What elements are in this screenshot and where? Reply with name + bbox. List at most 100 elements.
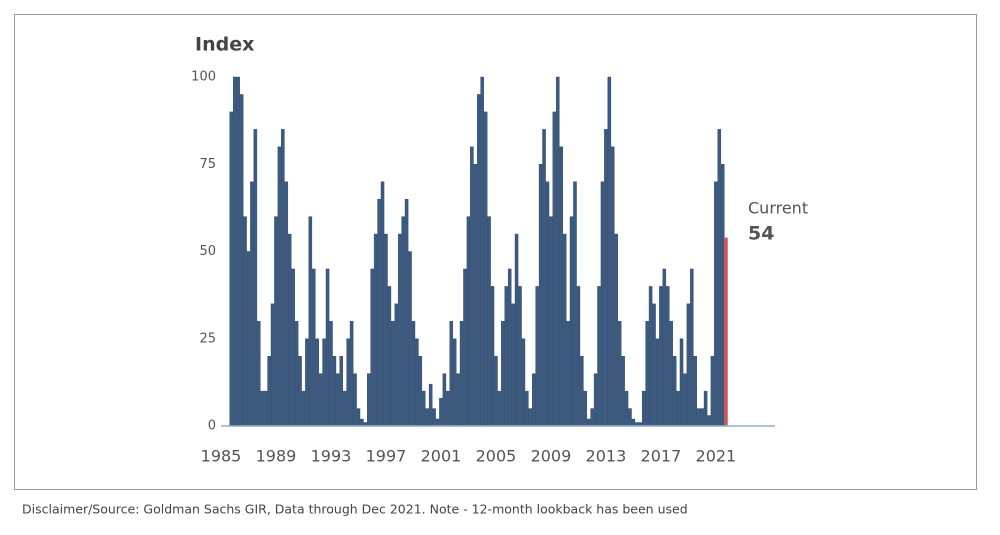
bar bbox=[277, 146, 282, 427]
bar bbox=[504, 286, 508, 427]
bar bbox=[518, 286, 522, 427]
bar bbox=[394, 303, 399, 427]
chart-frame bbox=[14, 14, 977, 490]
bar bbox=[659, 286, 663, 427]
bar bbox=[415, 338, 419, 427]
y-tick-label: 25 bbox=[199, 331, 216, 346]
bar bbox=[229, 111, 234, 427]
bar bbox=[552, 111, 557, 427]
bar bbox=[246, 251, 251, 427]
x-tick-label: 1985 bbox=[201, 447, 242, 466]
bar bbox=[470, 146, 474, 427]
annotation: Current bbox=[748, 199, 808, 218]
bar bbox=[531, 373, 536, 427]
bar bbox=[336, 373, 340, 427]
bar bbox=[576, 286, 581, 427]
bar bbox=[298, 356, 302, 427]
bar bbox=[648, 286, 653, 427]
x-tick-label: 1997 bbox=[366, 447, 407, 466]
bar bbox=[535, 286, 539, 427]
bar bbox=[305, 338, 309, 427]
y-tick-label: 50 bbox=[199, 244, 216, 259]
bar bbox=[662, 268, 667, 427]
bar bbox=[370, 268, 374, 427]
bar bbox=[683, 373, 687, 427]
source-note: Disclaimer/Source: Goldman Sachs GIR, Da… bbox=[22, 502, 688, 517]
bar bbox=[690, 268, 694, 427]
x-tick-label: 2009 bbox=[531, 447, 572, 466]
bar bbox=[260, 390, 264, 427]
bar bbox=[356, 408, 361, 427]
bar bbox=[604, 129, 608, 427]
y-tick-label: 100 bbox=[191, 70, 216, 85]
x-tick-label: 2021 bbox=[696, 447, 737, 466]
bar bbox=[332, 356, 337, 427]
bar bbox=[291, 268, 295, 427]
bar bbox=[545, 181, 550, 427]
bar bbox=[477, 94, 481, 427]
bar bbox=[717, 129, 722, 427]
bar bbox=[549, 216, 553, 427]
x-tick-label: 1989 bbox=[256, 447, 297, 466]
bar bbox=[611, 146, 615, 427]
bar bbox=[652, 303, 656, 427]
bar bbox=[439, 397, 443, 427]
bar bbox=[511, 303, 515, 427]
bar bbox=[580, 356, 584, 427]
bar bbox=[239, 94, 244, 427]
bar bbox=[452, 338, 457, 427]
bar bbox=[312, 268, 316, 427]
bar bbox=[322, 338, 326, 427]
x-tick-label: 2001 bbox=[421, 447, 462, 466]
current-value-label: 54 bbox=[748, 223, 774, 245]
bar bbox=[329, 321, 333, 427]
bar bbox=[349, 321, 354, 427]
bar bbox=[315, 338, 319, 427]
bar bbox=[466, 216, 471, 427]
bar bbox=[641, 390, 646, 427]
bar bbox=[631, 418, 636, 427]
bar bbox=[607, 76, 612, 427]
bar bbox=[669, 321, 673, 427]
bar bbox=[497, 390, 502, 427]
y-tick-label: 0 bbox=[208, 419, 216, 434]
bar bbox=[422, 390, 426, 427]
bar bbox=[274, 216, 278, 427]
chart-title: Index bbox=[195, 34, 254, 56]
bar bbox=[428, 383, 433, 427]
bar bbox=[624, 390, 629, 427]
x-tick-label: 2013 bbox=[586, 447, 627, 466]
bar bbox=[542, 129, 546, 427]
bar bbox=[693, 356, 698, 427]
bar bbox=[528, 408, 533, 427]
bar bbox=[459, 321, 464, 427]
bar bbox=[700, 408, 704, 427]
bar bbox=[507, 268, 512, 427]
bar bbox=[614, 233, 618, 427]
bar bbox=[250, 181, 254, 427]
bar bbox=[707, 415, 711, 427]
bar bbox=[442, 373, 447, 427]
bar bbox=[490, 286, 495, 427]
bar bbox=[573, 181, 577, 427]
x-tick-label: 2005 bbox=[476, 447, 517, 466]
bar bbox=[339, 356, 344, 427]
bar bbox=[253, 129, 258, 427]
bar bbox=[411, 321, 416, 427]
bar bbox=[617, 321, 622, 427]
bar bbox=[593, 373, 598, 427]
bar bbox=[710, 356, 715, 427]
bar bbox=[676, 390, 680, 427]
bar bbox=[284, 181, 289, 427]
bar bbox=[233, 76, 237, 427]
bar bbox=[672, 356, 677, 427]
bar bbox=[384, 233, 388, 427]
bar bbox=[346, 338, 350, 427]
bar bbox=[724, 237, 728, 426]
bar bbox=[521, 338, 526, 427]
bar bbox=[360, 418, 364, 427]
bar bbox=[655, 338, 660, 427]
bar bbox=[456, 373, 460, 427]
bar bbox=[267, 356, 271, 427]
